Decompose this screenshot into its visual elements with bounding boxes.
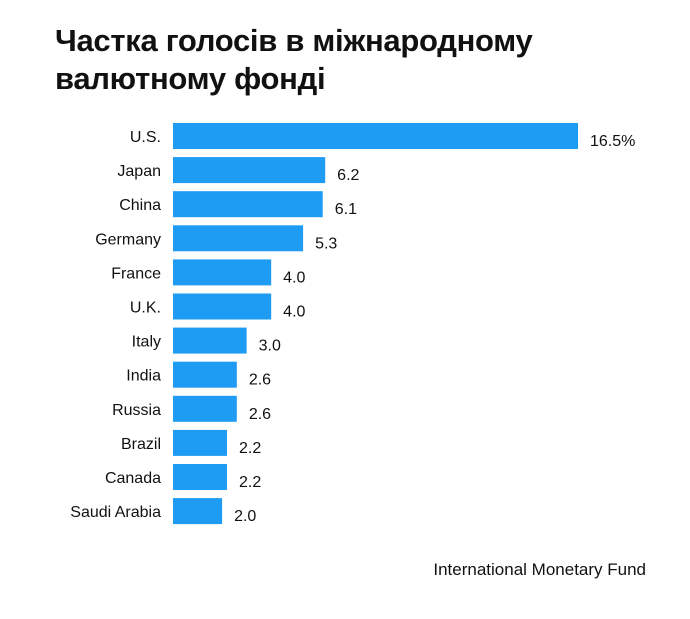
category-label: China xyxy=(119,197,161,214)
value-label: 16.5% xyxy=(590,133,635,150)
chart-title: Частка голосів в міжнародному валютному … xyxy=(55,23,533,96)
bar xyxy=(173,157,326,184)
bar xyxy=(173,123,578,149)
category-label: U.K. xyxy=(130,300,161,317)
category-label: Italy xyxy=(132,334,161,351)
category-label: U.S. xyxy=(130,129,161,146)
category-label: Germany xyxy=(95,231,161,248)
bar xyxy=(173,225,304,252)
value-label: 2.2 xyxy=(239,474,261,491)
value-label: 2.6 xyxy=(249,406,271,423)
category-label: India xyxy=(126,368,161,385)
bar xyxy=(173,327,247,354)
category-label: Brazil xyxy=(121,436,161,453)
bar xyxy=(173,429,227,456)
bar xyxy=(173,464,227,490)
value-label: 4.0 xyxy=(283,269,305,286)
bar xyxy=(173,361,237,388)
bar xyxy=(173,259,272,286)
bar xyxy=(173,293,272,320)
category-label: Japan xyxy=(117,163,161,180)
source-note: International Monetary Fund xyxy=(433,560,646,579)
value-label: 6.1 xyxy=(335,201,357,218)
value-label: 6.2 xyxy=(337,167,359,184)
value-label: 5.3 xyxy=(315,235,337,252)
category-label: Saudi Arabia xyxy=(70,504,161,521)
category-label: France xyxy=(111,265,161,282)
bar xyxy=(173,498,223,525)
value-label: 3.0 xyxy=(259,338,281,355)
bar xyxy=(173,395,237,422)
value-label: 2.0 xyxy=(234,508,256,525)
bar xyxy=(173,191,323,218)
value-label: 2.2 xyxy=(239,440,261,457)
value-label: 4.0 xyxy=(283,304,305,321)
category-label: Russia xyxy=(112,402,161,419)
category-label: Canada xyxy=(105,470,161,487)
value-label: 2.6 xyxy=(249,372,271,389)
